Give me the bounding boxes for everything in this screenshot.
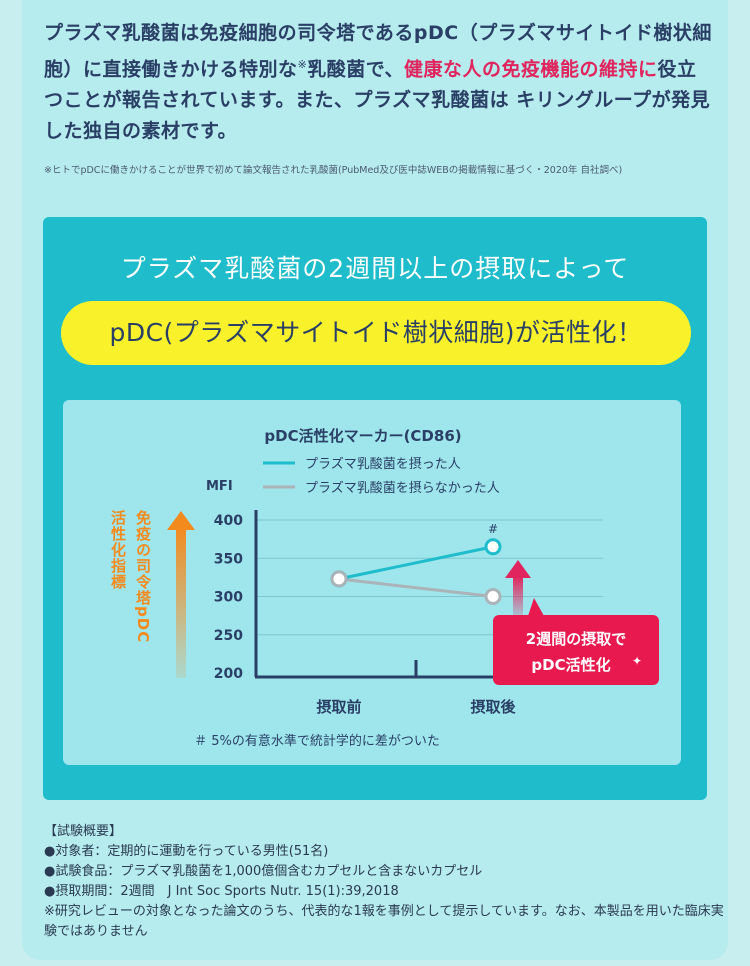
side-label-col-1: 免疫の司令塔pDC: [134, 509, 152, 643]
chart-title: pDC活性化マーカー(CD86): [264, 427, 461, 445]
cd86-chart: pDC活性化マーカー(CD86) プラズマ乳酸菌を摂った人プラズマ乳酸菌を摂らな…: [109, 427, 659, 749]
significance-note: ＃ 5%の有意水準で統計学的に差がついた: [194, 733, 440, 749]
callout-line-2: pDC活性化: [531, 656, 610, 674]
intro-text: プラズマ乳酸菌は免疫細胞の司令塔であるpDC（プラズマサイトイド樹状細胞）に直接…: [44, 18, 712, 147]
callout-line-1: 2週間の摂取で: [526, 630, 626, 648]
series-lines: [330, 538, 502, 605]
trial-heading: 【試験概要】: [44, 824, 123, 839]
series-line-2: [338, 577, 494, 598]
x-tick-1: 摂取前: [316, 698, 361, 716]
y-tick-200: 200: [214, 666, 243, 682]
orange-up-arrow: [167, 511, 195, 678]
side-label: 免疫の司令塔pDC 活性化指標: [109, 509, 152, 643]
y-tick-300: 300: [214, 590, 243, 606]
intro-part-3: 役立つことが報告されています。また、プラズマ乳酸菌は キリングループが発見した独…: [44, 58, 711, 143]
trial-summary: 【試験概要】 ●対象者：定期的に運動を行っている男性(51名) ●試験食品：プラ…: [44, 822, 724, 942]
trial-note: ※研究レビューの対象となった論文のうち、代表的な1報を事例として提示しています。…: [44, 904, 724, 939]
series-line-1: [338, 545, 494, 581]
callout-pointer: [528, 598, 544, 616]
intro-highlight: 健康な人の免疫機能の維持に: [403, 58, 658, 81]
point-s2-2: [484, 588, 502, 605]
intro-footnote-mark: ※: [297, 58, 308, 71]
panel-title: プラズマ乳酸菌の2週間以上の摂取によって: [120, 254, 630, 283]
point-s2-1: [330, 570, 348, 588]
orange-arrow-shaft: [176, 526, 186, 678]
intro-part-1: プラズマ乳酸菌は免疫細胞の司令塔であるpDC（プラズマサイトイド樹状細胞）に直接…: [44, 22, 712, 81]
trial-line-2: ●試験食品：プラズマ乳酸菌を1,000億個含むカプセルと含まないカプセル: [44, 864, 483, 879]
y-tick-250: 250: [214, 628, 243, 644]
intro-part-2: 乳酸菌で、: [307, 58, 404, 81]
chart-box: pDC活性化マーカー(CD86) プラズマ乳酸菌を摂った人プラズマ乳酸菌を摂らな…: [63, 400, 681, 765]
result-panel: プラズマ乳酸菌の2週間以上の摂取によって pDC(プラズマサイトイド樹状細胞)が…: [43, 217, 707, 800]
callout-box: 2週間の摂取で pDC活性化 ✦: [493, 598, 659, 685]
trial-line-1: ●対象者：定期的に運動を行っている男性(51名): [44, 844, 329, 859]
panel-pill: pDC(プラズマサイトイド樹状細胞)が活性化！: [61, 301, 691, 365]
point-s1-2: [484, 538, 502, 556]
legend-label-1: プラズマ乳酸菌を摂った人: [305, 456, 461, 472]
x-tick-2: 摂取後: [470, 698, 516, 716]
legend-label-2: プラズマ乳酸菌を摂らなかった人: [305, 480, 500, 496]
red-arrow-head: [505, 560, 531, 578]
orange-arrow-head: [167, 511, 195, 530]
y-tick-350: 350: [214, 551, 243, 567]
grid-lines: [256, 519, 603, 636]
red-arrow-shaft: [513, 576, 523, 620]
intro-footnote: ※ヒトでpDCに働きかけることが世界で初めて論文報告された乳酸菌(PubMed及…: [44, 165, 623, 176]
significance-hash: #: [488, 522, 498, 536]
red-up-arrow: [505, 560, 531, 620]
significance-marks: #: [488, 522, 498, 536]
y-tick-labels: 200 250 300 350 400: [214, 513, 243, 682]
callout-bg: [493, 615, 659, 685]
y-axis-label: MFI: [206, 479, 233, 494]
side-label-col-2: 活性化指標: [109, 509, 127, 590]
trial-line-3: ●摂取期間：2週間 J Int Soc Sports Nutr. 15(1):3…: [44, 884, 399, 899]
y-tick-400: 400: [214, 513, 243, 529]
sparkle-icon: ✦: [632, 654, 642, 668]
x-tick-labels: 摂取前 摂取後: [316, 698, 516, 716]
